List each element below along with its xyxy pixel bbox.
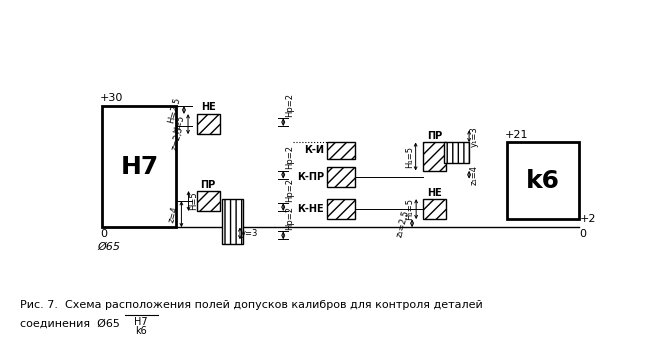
Bar <box>196 191 219 211</box>
Bar <box>443 142 469 163</box>
Text: H=2,5: H=2,5 <box>166 96 182 124</box>
Text: z₁=2,5: z₁=2,5 <box>395 208 411 238</box>
Text: k6: k6 <box>526 169 560 193</box>
Bar <box>327 142 355 159</box>
Text: k6: k6 <box>135 326 147 336</box>
Text: z₁=4: z₁=4 <box>470 165 479 185</box>
Text: y₁=3: y₁=3 <box>470 126 479 147</box>
Text: H7: H7 <box>135 317 148 327</box>
Bar <box>327 199 355 219</box>
Text: Ø65: Ø65 <box>97 242 120 252</box>
Bar <box>423 199 446 219</box>
Text: 0: 0 <box>100 230 107 239</box>
Text: z=4: z=4 <box>167 205 180 223</box>
Bar <box>102 106 176 227</box>
Text: H₁=5: H₁=5 <box>405 145 414 167</box>
Text: К-ПР: К-ПР <box>297 172 324 182</box>
Text: y=3: y=3 <box>241 229 258 238</box>
Bar <box>423 142 446 171</box>
Text: H=5: H=5 <box>173 114 186 134</box>
Text: z=2,5: z=2,5 <box>170 125 185 151</box>
Text: +30: +30 <box>100 93 124 103</box>
Text: +2: +2 <box>579 214 596 224</box>
Text: К-НЕ: К-НЕ <box>298 204 324 214</box>
Text: ПР: ПР <box>200 180 215 190</box>
Text: соединения  Ø65: соединения Ø65 <box>20 319 123 328</box>
Text: К-И: К-И <box>304 145 324 156</box>
Bar <box>327 167 355 187</box>
Text: Нр=2: Нр=2 <box>284 93 294 117</box>
Text: H₁=5: H₁=5 <box>405 198 415 220</box>
Bar <box>222 199 242 243</box>
Text: 0: 0 <box>579 230 587 239</box>
Text: НЕ: НЕ <box>201 102 215 112</box>
Text: Нр=2: Нр=2 <box>284 206 294 230</box>
Text: H=5: H=5 <box>190 192 198 210</box>
Text: Нр=2: Нр=2 <box>284 178 294 202</box>
Bar <box>507 142 579 219</box>
Text: НЕ: НЕ <box>427 188 442 198</box>
Bar <box>196 114 219 134</box>
Text: H7: H7 <box>120 155 158 179</box>
Text: Рис. 7.  Схема расположения полей допусков калибров для контроля деталей: Рис. 7. Схема расположения полей допуско… <box>20 300 482 310</box>
Text: Нр=2: Нр=2 <box>284 145 294 170</box>
Text: +21: +21 <box>505 130 528 140</box>
Text: ПР: ПР <box>427 131 442 141</box>
